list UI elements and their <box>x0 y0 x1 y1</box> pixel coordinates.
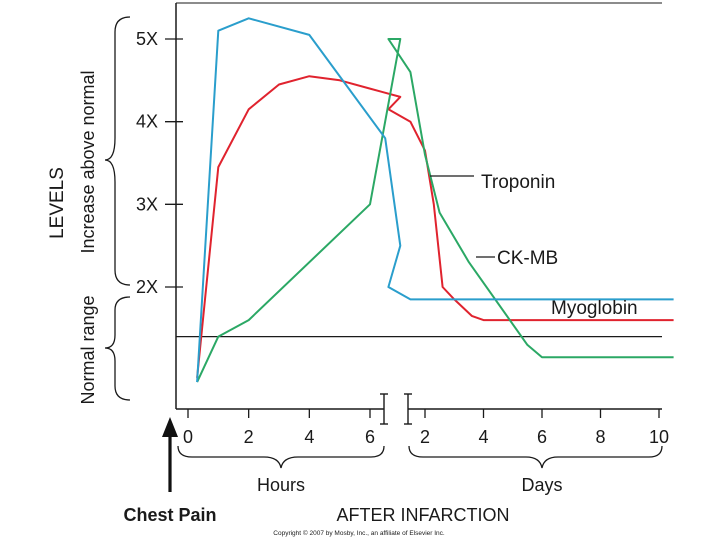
levels-brace <box>104 16 131 286</box>
normal-range-brace <box>104 296 131 401</box>
y-axis-subtitle: Increase above normal <box>78 70 98 253</box>
y-axis-title: LEVELS <box>47 167 68 239</box>
normal-range-title: Normal range <box>78 295 98 404</box>
hours-brace <box>177 445 385 469</box>
y-tick-label: 2X <box>136 277 158 297</box>
y-tick-label: 5X <box>136 29 158 49</box>
x-tick-label-day: 10 <box>649 427 669 447</box>
chest-pain-label: Chest Pain <box>123 505 216 525</box>
x-tick-label-hour: 6 <box>365 427 375 447</box>
hours-label: Hours <box>257 475 305 495</box>
series-line-troponin <box>196 75 674 379</box>
x-tick-label-hour: 4 <box>304 427 314 447</box>
axis-break <box>380 393 412 425</box>
label-myoglobin: Myoglobin <box>551 298 638 319</box>
x-tick-label-day: 8 <box>595 427 605 447</box>
y-tick-label: 3X <box>136 194 158 214</box>
chest-pain-arrow-head <box>162 417 178 437</box>
x-tick-label-hour: 2 <box>244 427 254 447</box>
days-brace <box>408 445 663 469</box>
x-tick-label-day: 4 <box>478 427 488 447</box>
copyright-text: Copyright © 2007 by Mosby, Inc., an affi… <box>273 529 445 537</box>
label-troponin: Troponin <box>481 172 555 193</box>
label-ck-mb: CK-MB <box>497 248 558 269</box>
days-label: Days <box>521 475 562 495</box>
x-tick-label-hour: 0 <box>183 427 193 447</box>
x-tick-label-day: 2 <box>420 427 430 447</box>
x-axis-title: AFTER INFARCTION <box>336 505 509 525</box>
series-line-myoglobin <box>196 17 674 383</box>
x-tick-label-day: 6 <box>537 427 547 447</box>
y-tick-label: 4X <box>136 112 158 132</box>
series-line-ck-mb <box>196 38 674 383</box>
